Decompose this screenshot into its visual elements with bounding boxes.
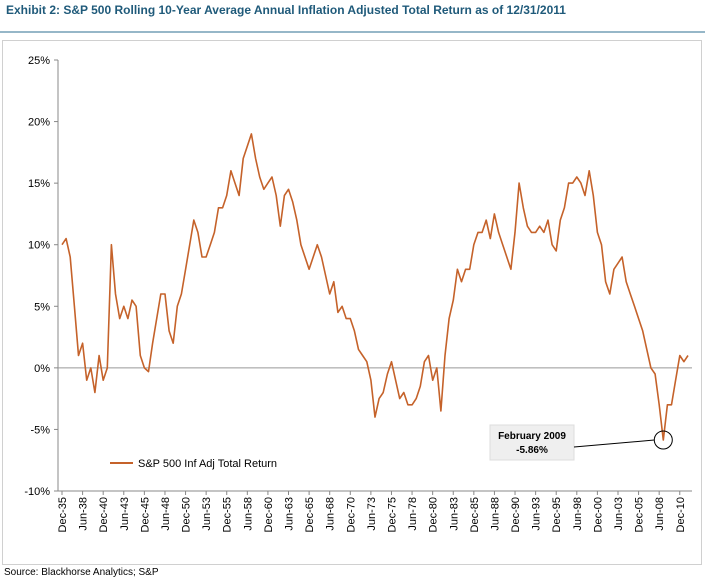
y-tick-label: 20%: [28, 117, 50, 129]
x-tick-label: Jun-58: [242, 497, 254, 531]
x-tick-label: Jun-53: [201, 497, 213, 531]
chart-frame: [2, 40, 702, 565]
chart-title: Exhibit 2: S&P 500 Rolling 10-Year Avera…: [6, 3, 566, 17]
annotation-title: February 2009: [498, 431, 566, 442]
x-tick-label: Dec-60: [263, 497, 275, 532]
x-tick-label: Dec-10: [675, 497, 687, 532]
x-tick-label: Jun-93: [531, 497, 543, 531]
y-tick-label: -5%: [30, 424, 50, 436]
x-tick-label: Dec-70: [345, 497, 357, 532]
x-tick-label: Dec-80: [428, 497, 440, 532]
x-tick-label: Dec-55: [222, 497, 234, 532]
x-tick-label: Dec-50: [181, 497, 193, 532]
x-tick-label: Jun-78: [407, 497, 419, 531]
x-tick-label: Jun-38: [78, 497, 90, 531]
source-note: Source: Blackhorse Analytics; S&P: [4, 567, 159, 578]
y-tick-label: 25%: [28, 55, 50, 67]
x-tick-label: Dec-75: [386, 497, 398, 532]
x-tick-label: Dec-90: [510, 497, 522, 532]
x-tick-label: Jun-68: [325, 497, 337, 531]
x-tick-label: Dec-65: [304, 497, 316, 532]
y-tick-label: 5%: [34, 301, 50, 313]
annotation-leader: [573, 439, 655, 448]
x-tick-label: Jun-08: [654, 497, 666, 531]
x-tick-label: Jun-98: [572, 497, 584, 531]
x-tick-label: Jun-63: [284, 497, 296, 531]
y-tick-label: -10%: [24, 486, 50, 498]
x-tick-label: Jun-48: [160, 497, 172, 531]
annotation-label: -5.86%: [516, 445, 548, 456]
legend-label: S&P 500 Inf Adj Total Return: [138, 458, 277, 470]
data-line: [61, 133, 689, 441]
x-tick-label: Dec-35: [57, 497, 69, 532]
x-tick-label: Jun-73: [366, 497, 378, 531]
x-tick-label: Dec-45: [139, 497, 151, 532]
y-tick-label: 0%: [34, 363, 50, 375]
x-tick-label: Jun-03: [613, 497, 625, 531]
x-tick-label: Jun-43: [119, 497, 131, 531]
annotation-box: [489, 424, 575, 461]
x-tick-label: Dec-00: [592, 497, 604, 532]
x-tick-label: Dec-40: [98, 497, 110, 532]
y-tick-label: 15%: [28, 178, 50, 190]
x-tick-label: Dec-05: [634, 497, 646, 532]
x-tick-label: Dec-85: [469, 497, 481, 532]
x-tick-label: Jun-88: [489, 497, 501, 531]
x-tick-label: Jun-83: [448, 497, 460, 531]
y-tick-label: 10%: [28, 240, 50, 252]
x-tick-label: Dec-95: [551, 497, 563, 532]
